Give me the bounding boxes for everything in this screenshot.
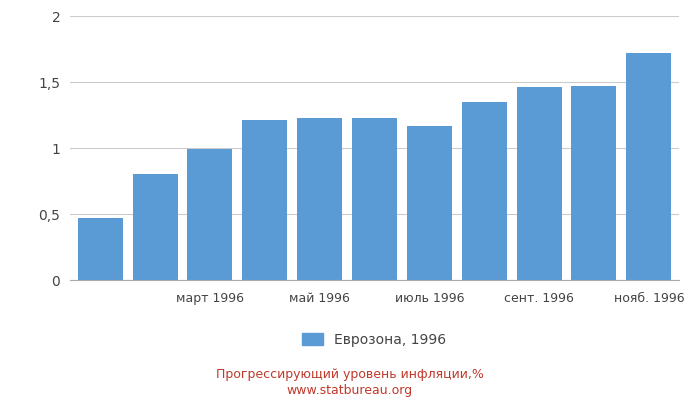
Bar: [462, 102, 507, 280]
Bar: [132, 174, 178, 280]
Bar: [352, 118, 397, 280]
Bar: [78, 218, 122, 280]
Bar: [571, 86, 617, 280]
Legend: Еврозона, 1996: Еврозона, 1996: [297, 327, 452, 352]
Bar: [188, 149, 232, 280]
Bar: [407, 126, 452, 280]
Text: Прогрессирующий уровень инфляции,%: Прогрессирующий уровень инфляции,%: [216, 368, 484, 381]
Bar: [242, 120, 287, 280]
Bar: [517, 87, 561, 280]
Bar: [297, 118, 342, 280]
Bar: [626, 53, 671, 280]
Text: www.statbureau.org: www.statbureau.org: [287, 384, 413, 397]
